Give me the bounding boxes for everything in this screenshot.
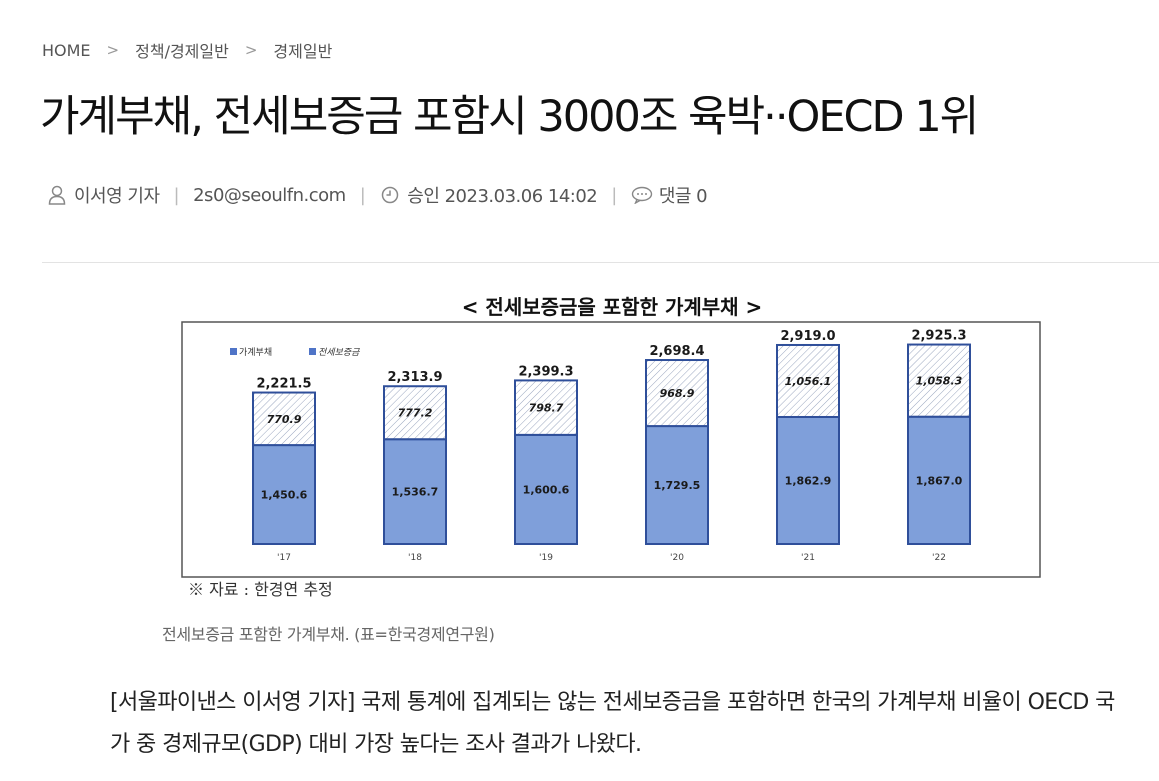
x-tick-label: '22 [932,553,946,563]
article-figure: < 전세보증금을 포함한 가계부채 > 가계부채 전세보증금 1,450.6 77… [176,288,1048,606]
breadcrumb-separator: > [106,41,120,59]
speech-bubble-icon[interactable] [631,184,653,206]
breadcrumb-subcategory-link[interactable]: 경제일반 [273,42,333,61]
breadcrumb-category-link[interactable]: 정책/경제일반 [135,42,229,61]
figure-caption: 전세보증금 포함한 가계부채. (표=한국경제연구원) [162,625,495,644]
data-label-jeonse-deposit: 777.2 [398,407,433,420]
bar-household-debt [383,438,447,546]
data-label-household-debt: 1,862.9 [785,474,832,487]
article-title: 가계부채, 전세보증금 포함시 3000조 육박··OECD 1위 [40,92,979,142]
data-label-jeonse-deposit: 968.9 [660,387,695,400]
chart-legend: 가계부채 전세보증금 [230,346,360,358]
comments-link[interactable]: 댓글 0 [658,186,708,207]
legend-swatch-jeonse-deposit [309,348,316,355]
meta-divider: | [611,184,617,206]
data-label-household-debt: 1,600.6 [523,483,570,496]
chart-frame [181,321,1041,578]
chart-title: < 전세보증금을 포함한 가계부채 > [462,295,763,319]
x-tick-label: '19 [539,553,553,563]
data-label-household-debt: 1,450.6 [261,489,308,502]
bar-jeonse-deposit [383,385,447,441]
data-label-jeonse-deposit: 1,058.3 [916,375,963,388]
bar-jeonse-deposit [514,379,578,436]
reporter-name: 이서영 기자 [74,186,160,207]
bar-jeonse-deposit [907,343,971,418]
data-label-total: 2,313.9 [387,370,442,385]
bar-jeonse-deposit [776,343,840,418]
x-tick-label: '20 [670,553,684,563]
data-label-household-debt: 1,729.5 [654,479,701,492]
breadcrumb-separator: > [244,41,258,59]
data-label-household-debt: 1,536.7 [392,486,439,499]
bar-household-debt [776,415,840,545]
meta-divider: | [359,184,366,206]
data-label-jeonse-deposit: 1,056.1 [785,375,832,388]
bar-household-debt [645,425,709,545]
chart-source: ※ 자료 : 한경연 추정 [188,580,333,599]
approved-timestamp: 승인 2023.03.06 14:02 [407,186,598,207]
data-label-jeonse-deposit: 798.7 [529,402,564,415]
breadcrumb-home-link[interactable]: HOME [42,40,91,60]
header-divider [42,262,1159,263]
meta-divider: | [173,184,180,206]
data-label-total: 2,919.0 [780,329,835,344]
article-body: [서울파이낸스 이서영 기자] 국제 통계에 집계되는 않는 전세보증금을 포함… [110,690,1115,757]
bar-jeonse-deposit [252,391,316,447]
clock-icon [379,184,401,206]
person-icon [46,184,68,206]
data-label-total: 2,698.4 [649,344,704,359]
breadcrumb: HOME > 정책/경제일반 > 경제일반 [42,38,332,62]
legend-label-household-debt: 가계부채 [239,346,272,358]
data-label-household-debt: 1,867.0 [916,474,963,487]
legend-label-jeonse-deposit: 전세보증금 [318,347,360,358]
bar-jeonse-deposit [645,359,709,428]
data-label-jeonse-deposit: 770.9 [267,413,302,426]
chart-bars: 1,450.6 770.9 2,221.5 '17 1,536.7 777.2 2,313.… [252,329,971,563]
x-tick-label: '21 [801,553,815,563]
legend-swatch-household-debt [230,348,237,355]
x-tick-label: '17 [277,553,291,563]
stacked-bar-chart: < 전세보증금을 포함한 가계부채 > 가계부채 전세보증금 1,450.6 77… [181,295,1041,599]
data-label-total: 2,221.5 [256,377,311,392]
reporter-email-link[interactable]: 2s0@seoulfn.com [193,184,346,206]
x-tick-label: '18 [408,553,422,563]
article-meta: 이서영 기자 | 2s0@seoulfn.com | 승인 2023.03.06… [46,182,708,208]
bar-household-debt [514,433,578,545]
data-label-total: 2,925.3 [911,329,966,344]
data-label-total: 2,399.3 [518,364,573,379]
